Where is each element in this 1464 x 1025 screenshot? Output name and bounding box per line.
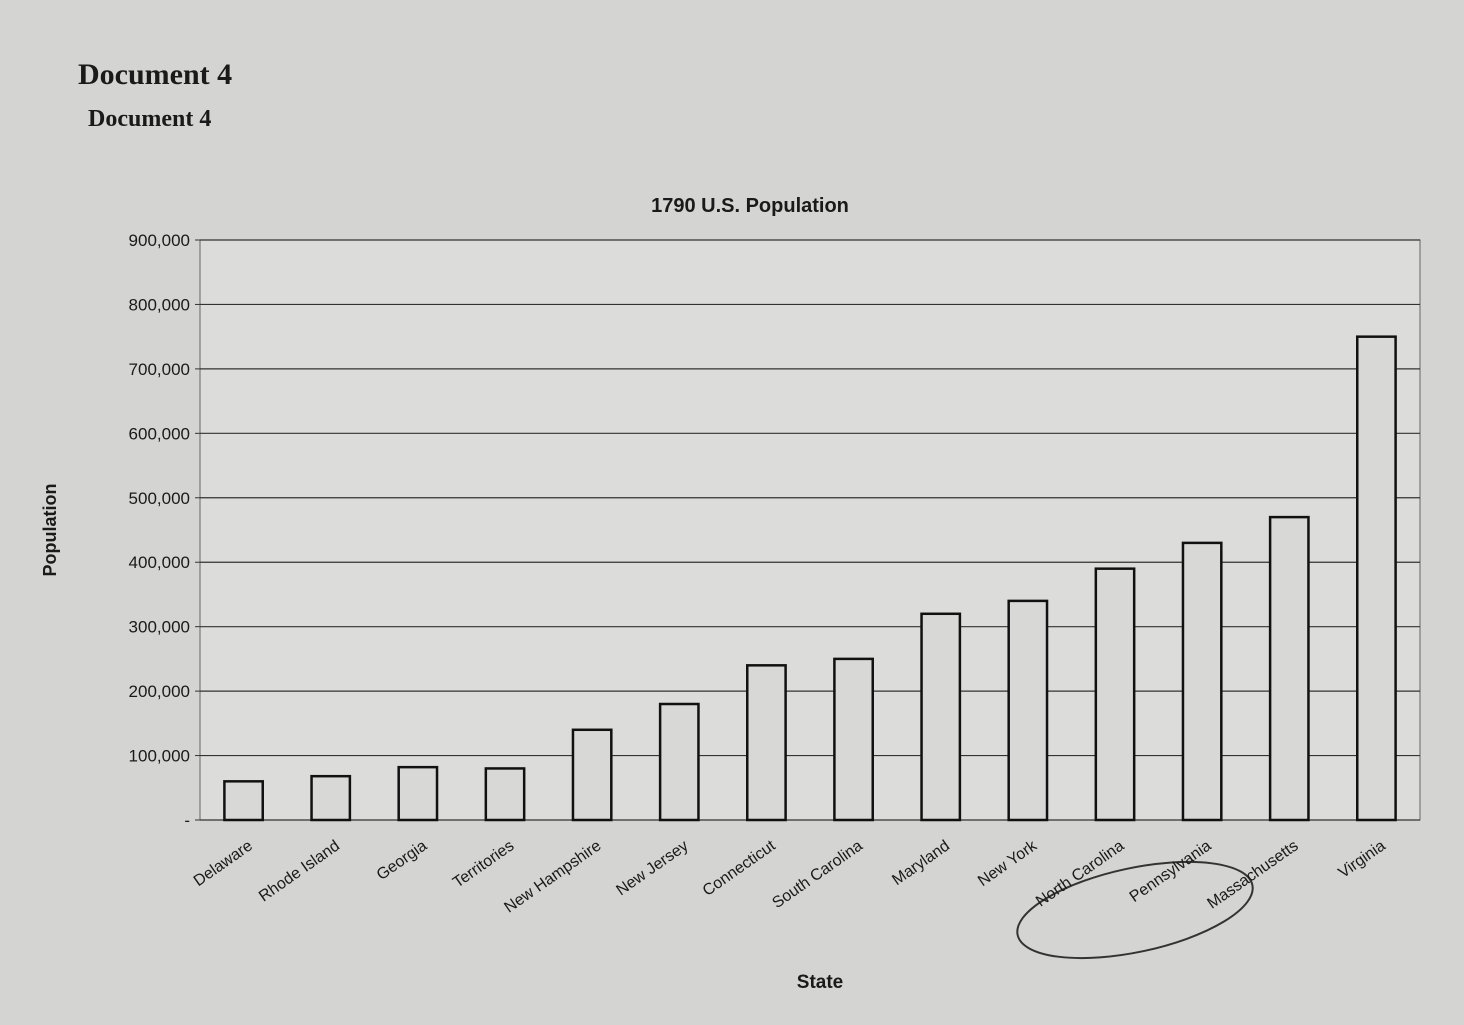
bar xyxy=(223,780,264,822)
x-axis-title: State xyxy=(797,972,843,993)
bar xyxy=(1268,515,1310,822)
x-tick-label: Rhode Island xyxy=(256,837,343,905)
y-tick-label: 900,000 xyxy=(129,231,190,250)
x-tick-label: Massachusetts xyxy=(1204,837,1301,912)
x-tick-label: Territories xyxy=(450,837,517,891)
x-tick-label: Delaware xyxy=(191,837,256,890)
y-tick-label: 600,000 xyxy=(129,424,190,443)
y-tick-label: 200,000 xyxy=(129,682,190,701)
chart-title: 1790 U.S. Population xyxy=(651,195,849,217)
bar xyxy=(1007,599,1049,822)
bar xyxy=(397,765,439,822)
x-tick-label: New Hampshire xyxy=(501,837,604,916)
plot-area xyxy=(199,239,1421,821)
x-tick-label: New Jersey xyxy=(613,837,691,899)
heading: Document 4 xyxy=(78,58,233,91)
y-tick-label: 700,000 xyxy=(129,360,190,379)
bar xyxy=(310,774,352,822)
hand-drawn-circle xyxy=(1016,860,1254,960)
x-tick-label: North Carolina xyxy=(1033,837,1127,910)
x-tick-label: Pennsylvania xyxy=(1127,837,1215,906)
bar xyxy=(746,664,787,822)
y-tick-label: 400,000 xyxy=(129,553,190,572)
bar xyxy=(920,612,962,822)
x-tick-label: Virginia xyxy=(1335,837,1388,881)
x-tick-label: South Carolina xyxy=(769,837,866,912)
bar xyxy=(1181,541,1223,822)
y-axis-title: Population xyxy=(40,484,60,577)
x-tick-label: New York xyxy=(975,837,1041,890)
subheading: Document 4 xyxy=(88,106,212,132)
bar xyxy=(658,702,700,822)
y-tick-label: 300,000 xyxy=(129,618,190,637)
y-tick-label: - xyxy=(184,811,190,830)
bar xyxy=(484,767,526,822)
x-tick-label: Georgia xyxy=(374,837,430,884)
x-tick-label: Connecticut xyxy=(700,837,779,900)
bar xyxy=(1356,335,1397,822)
y-tick-label: 100,000 xyxy=(129,747,190,766)
bar xyxy=(833,657,874,822)
bar xyxy=(571,728,613,822)
bar xyxy=(1094,567,1136,822)
x-tick-label: Maryland xyxy=(889,837,953,889)
y-tick-label: 500,000 xyxy=(129,489,190,508)
y-tick-label: 800,000 xyxy=(129,295,190,314)
